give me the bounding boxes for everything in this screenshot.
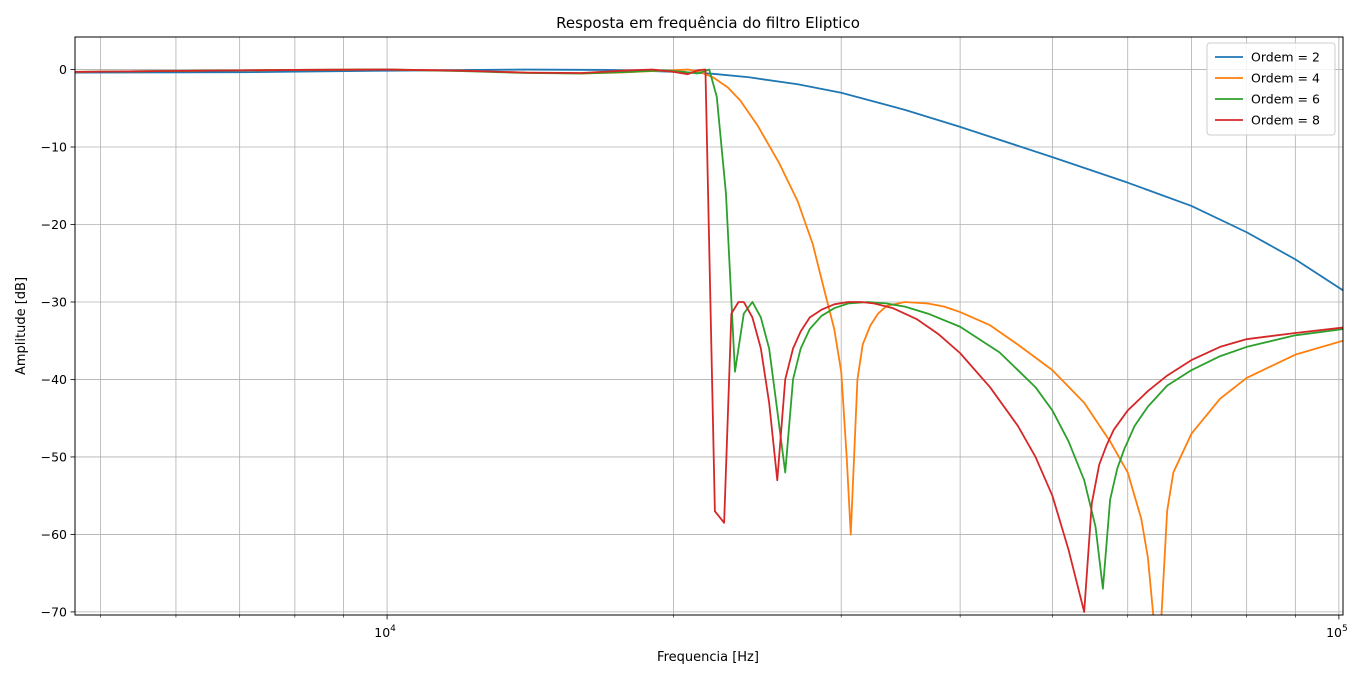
y-axis-label: Amplitude [dB] bbox=[14, 277, 29, 375]
series-line-1 bbox=[75, 68, 1343, 292]
y-tick-label: −20 bbox=[41, 217, 67, 232]
plot-frame bbox=[74, 36, 1344, 616]
series-line-4 bbox=[75, 68, 1343, 613]
y-tick-label: −50 bbox=[41, 449, 67, 464]
legend-entry: Ordem = 6 bbox=[1251, 92, 1320, 107]
y-tick-label: 0 bbox=[59, 62, 67, 77]
legend-box bbox=[1206, 42, 1336, 136]
y-tick-label: −60 bbox=[41, 527, 67, 542]
y-tick-label: −30 bbox=[41, 294, 67, 309]
x-tick-label-base: 10 bbox=[374, 625, 390, 640]
chart-title: Resposta em frequência do filtro Eliptic… bbox=[556, 14, 860, 32]
y-tick-label: −10 bbox=[41, 140, 67, 155]
x-axis-label: Frequencia [Hz] bbox=[657, 650, 759, 665]
legend-entry: Ordem = 8 bbox=[1251, 113, 1320, 128]
series-lines bbox=[75, 68, 1343, 615]
series-line-2 bbox=[75, 68, 1343, 615]
grid bbox=[75, 37, 1343, 615]
x-tick-label-base: 10 bbox=[1326, 625, 1342, 640]
y-tick-label: −40 bbox=[41, 372, 67, 387]
x-tick-label: 104 bbox=[374, 624, 396, 640]
x-tick-label: 105 bbox=[1326, 624, 1348, 640]
y-tick-label: −70 bbox=[41, 604, 67, 619]
series-line-3 bbox=[75, 68, 1343, 590]
legend-entry: Ordem = 2 bbox=[1251, 50, 1320, 65]
legend-entry: Ordem = 4 bbox=[1251, 71, 1320, 86]
x-tick-label-exponent: 5 bbox=[1342, 624, 1348, 634]
legend: Ordem = 2 Ordem = 4 Ordem = 6 Ordem = 8 bbox=[1206, 42, 1336, 136]
x-tick-label-exponent: 4 bbox=[390, 624, 396, 634]
